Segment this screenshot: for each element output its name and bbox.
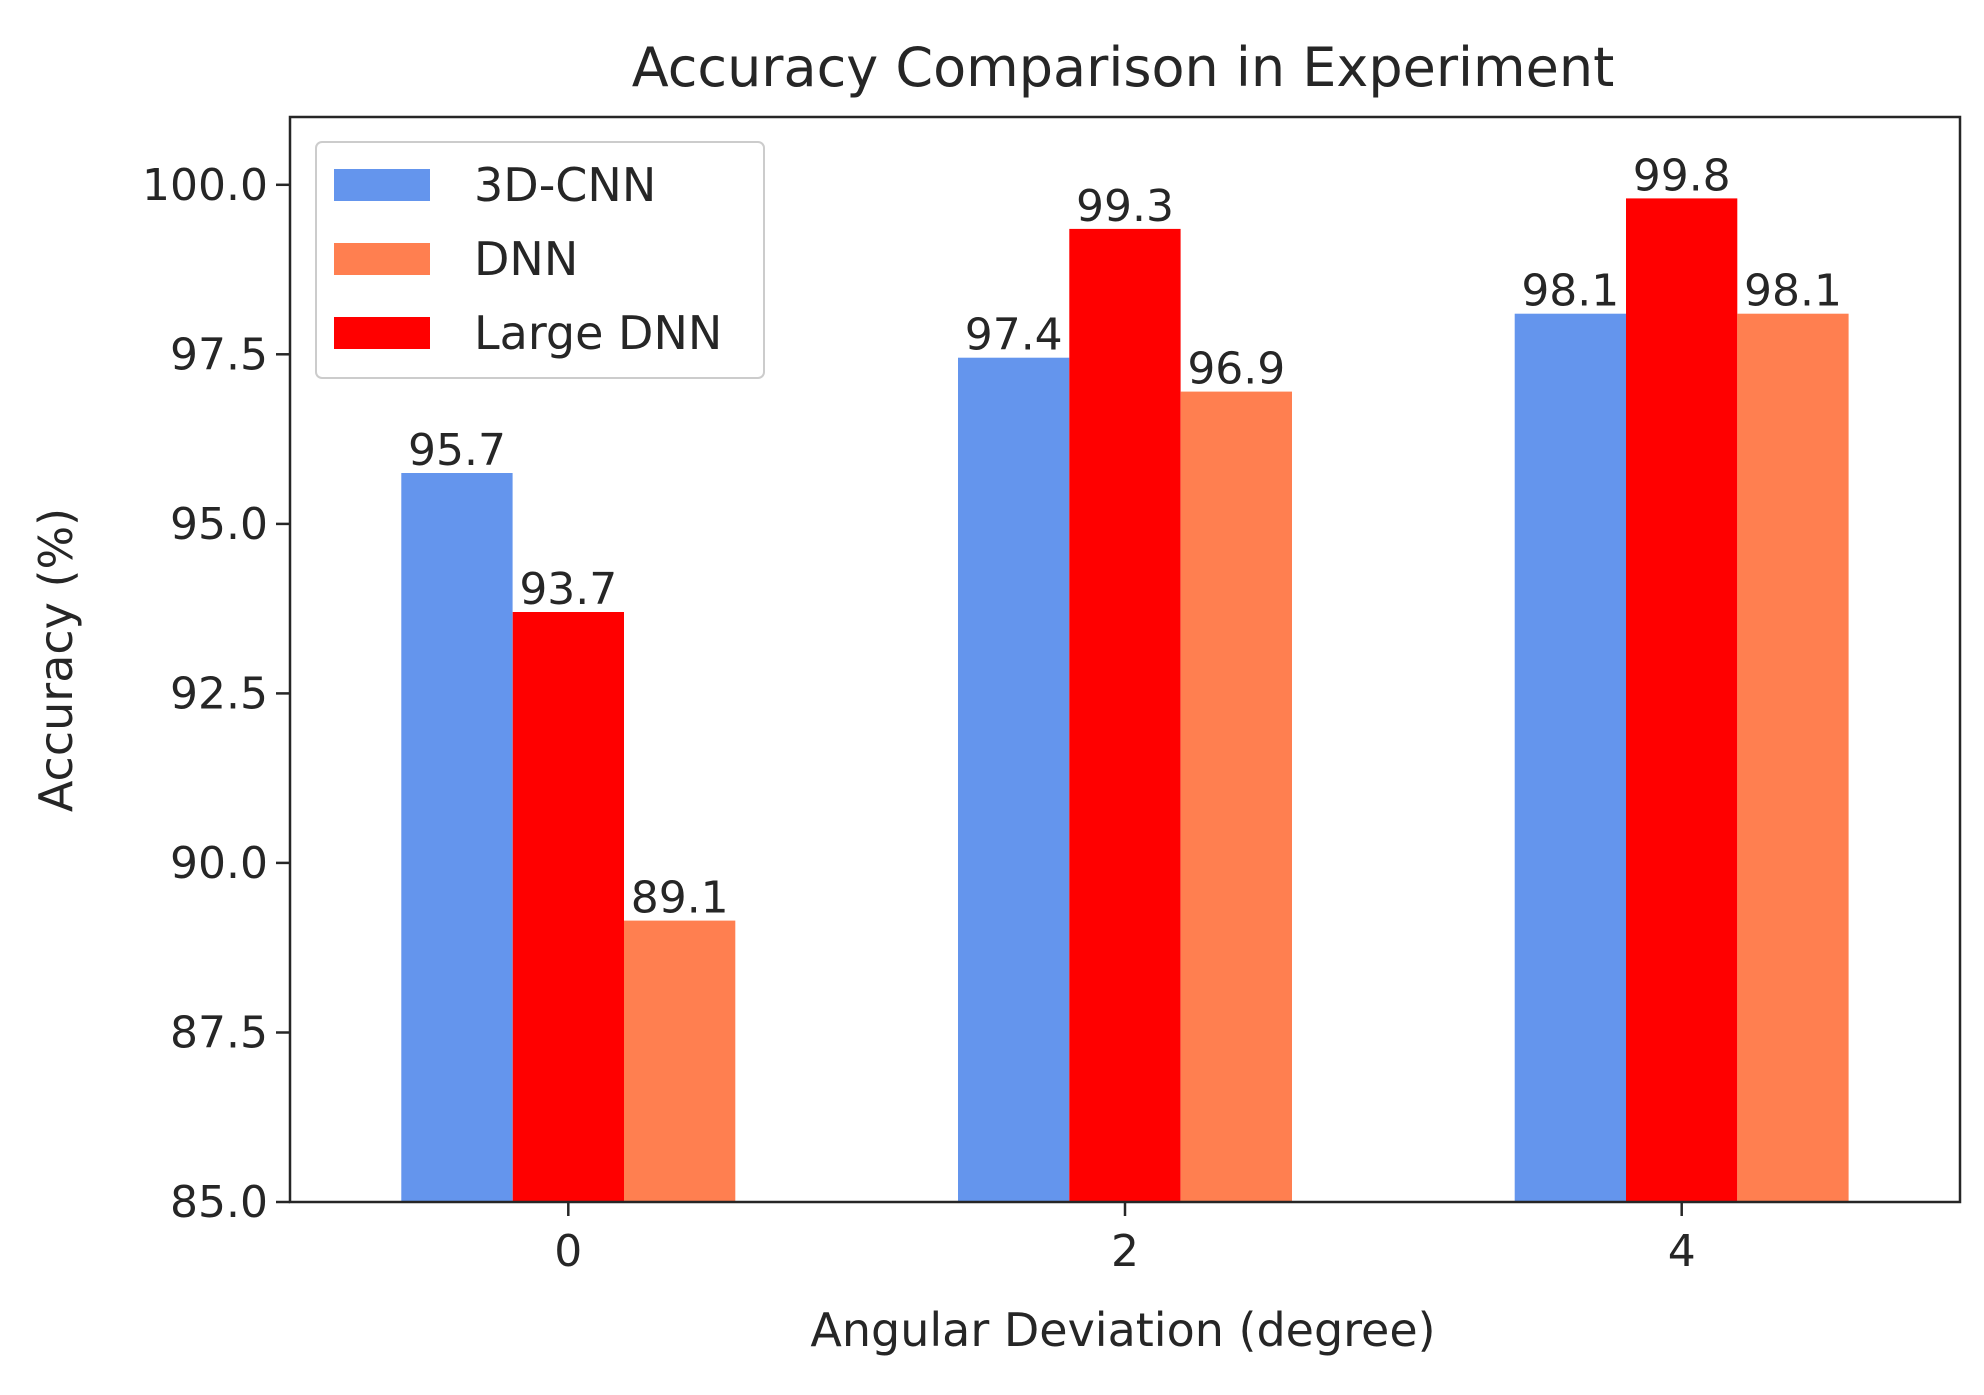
y-axis: 85.0 87.5 90.0 92.5 95.0 97.5 100.0 [142,160,290,1228]
y-tick-label: 100.0 [142,160,268,211]
data-label-3d-cnn-4: 98.1 [1521,266,1619,317]
data-label-large-dnn-4: 99.8 [1633,150,1731,201]
x-axis: 0 2 4 [554,1202,1696,1277]
y-tick-label: 95.0 [170,499,268,550]
legend-swatch-dnn [334,243,430,275]
data-labels-layer: 95.7 97.4 98.1 93.7 99.3 99.8 89.1 96.9 98.1 [408,150,1842,923]
data-label-large-dnn-2: 99.3 [1076,181,1174,232]
data-label-3d-cnn-2: 97.4 [965,310,1063,361]
data-label-3d-cnn-0: 95.7 [408,425,506,476]
data-label-dnn-2: 96.9 [1187,344,1285,395]
y-tick-label: 92.5 [170,668,268,719]
x-axis-label: Angular Deviation (degree) [810,1303,1435,1357]
y-tick-label: 85.0 [170,1177,268,1228]
x-tick-label: 0 [554,1226,582,1277]
bar-dnn-4 [1737,313,1849,1202]
y-tick-label: 97.5 [170,329,268,380]
bar-dnn-0 [624,920,736,1202]
x-tick-label: 4 [1668,1226,1696,1277]
bar-large-dnn-2 [1069,228,1181,1202]
legend-swatch-large-dnn [334,317,430,349]
bars-layer [401,198,1849,1203]
bar-3d-cnn-4 [1514,313,1626,1202]
y-axis-label: Accuracy (%) [29,508,83,812]
y-tick-label: 87.5 [170,1008,268,1059]
legend-swatch-3d-cnn [334,169,430,201]
legend: 3D-CNN DNN Large DNN [315,141,765,379]
legend-label-3d-cnn: 3D-CNN [474,158,656,212]
y-tick-label: 90.0 [170,838,268,889]
bar-large-dnn-4 [1626,198,1738,1202]
data-label-dnn-0: 89.1 [631,873,729,924]
bar-large-dnn-0 [512,612,624,1202]
bar-3d-cnn-2 [958,357,1070,1202]
legend-label-large-dnn: Large DNN [474,306,722,360]
data-label-large-dnn-0: 93.7 [519,564,617,615]
data-label-dnn-4: 98.1 [1744,266,1842,317]
bar-3d-cnn-0 [401,473,513,1202]
x-tick-label: 2 [1111,1226,1139,1277]
legend-label-dnn: DNN [474,232,578,286]
chart-title: Accuracy Comparison in Experiment [632,36,1615,99]
bar-dnn-2 [1180,391,1292,1203]
